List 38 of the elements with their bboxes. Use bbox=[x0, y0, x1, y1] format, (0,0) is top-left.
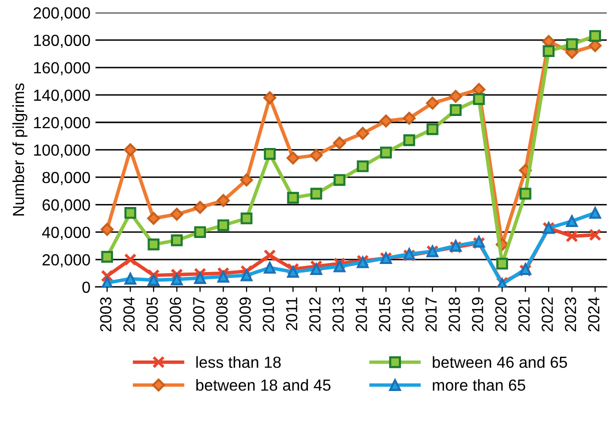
legend-label: between 18 and 45 bbox=[196, 379, 330, 391]
y-tick-label: 200,000 bbox=[34, 7, 90, 20]
x-tick-label: 2014 bbox=[356, 297, 368, 332]
x-tick-label: 2005 bbox=[146, 297, 158, 332]
x-tick-label: 2012 bbox=[309, 297, 321, 332]
x-tick-label: 2006 bbox=[170, 297, 182, 332]
x-tick-label: 2023 bbox=[564, 297, 576, 332]
x-tick-label: 2003 bbox=[100, 297, 112, 332]
x-tick-label: 2010 bbox=[262, 297, 274, 332]
y-tick-label: 20,000 bbox=[42, 254, 90, 268]
y-tick-label: 140,000 bbox=[34, 90, 90, 103]
x-tick-label: 2009 bbox=[240, 297, 251, 332]
x-tick-label: 2015 bbox=[378, 297, 390, 332]
y-tick-label: 120,000 bbox=[34, 117, 90, 130]
y-tick-label: 180,000 bbox=[34, 34, 90, 48]
y-tick-label: 60,000 bbox=[42, 199, 90, 212]
y-tick-label: 100,000 bbox=[34, 144, 90, 158]
x-tick-label: 2016 bbox=[402, 297, 414, 332]
x-tick-label: 2004 bbox=[123, 297, 135, 332]
x-tick-label: 2024 bbox=[588, 297, 600, 332]
legend-label: between 46 and 65 bbox=[432, 356, 567, 368]
x-tick-label: 2018 bbox=[448, 297, 460, 332]
y-tick-label: 80,000 bbox=[42, 172, 90, 186]
y-axis-title: Number of pilgrims bbox=[12, 83, 28, 216]
x-tick-label: 2020 bbox=[495, 297, 506, 332]
x-tick-label: 2007 bbox=[193, 297, 204, 332]
x-tick-label: 2008 bbox=[216, 297, 228, 332]
legend-label: more than 65 bbox=[432, 379, 526, 391]
y-tick-label: 0 bbox=[82, 282, 90, 293]
x-tick-label: 2019 bbox=[472, 297, 484, 332]
x-tick-label: 2017 bbox=[425, 297, 437, 332]
y-tick-label: 40,000 bbox=[42, 226, 90, 240]
x-tick-label: 2013 bbox=[332, 297, 344, 332]
legend-label: less than 18 bbox=[196, 356, 281, 368]
y-tick-label: 160,000 bbox=[34, 62, 90, 76]
x-tick-label: 2011 bbox=[286, 297, 298, 330]
x-tick-label: 2021 bbox=[518, 297, 530, 332]
x-tick-label: 2022 bbox=[542, 297, 553, 332]
